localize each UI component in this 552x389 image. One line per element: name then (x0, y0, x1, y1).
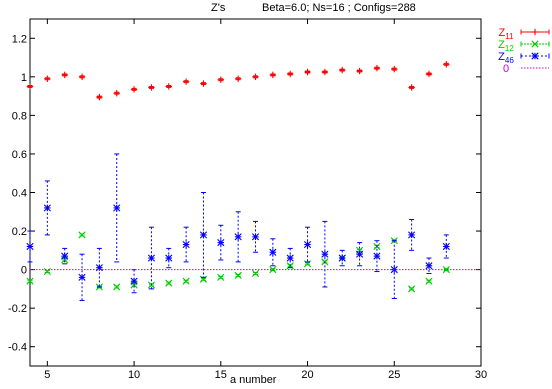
data-point (269, 71, 277, 79)
data-point (165, 83, 172, 90)
data-point (442, 266, 450, 274)
data-point (43, 204, 51, 212)
data-point (217, 76, 225, 83)
y-tick-label: -0.4 (8, 342, 27, 354)
data-point (408, 84, 415, 91)
data-point (338, 254, 346, 262)
data-point (425, 262, 433, 270)
data-point (130, 277, 138, 285)
data-point (165, 279, 173, 287)
data-point (78, 273, 86, 281)
data-point (269, 248, 277, 256)
data-point (26, 277, 34, 285)
y-tick-label: 0.4 (12, 188, 27, 200)
data-point (78, 231, 86, 239)
data-point (425, 277, 433, 285)
data-point (339, 66, 346, 74)
data-point (200, 80, 207, 87)
legend-marker (531, 52, 539, 60)
data-point (303, 240, 312, 249)
y-tick-label: 0.2 (12, 226, 27, 238)
data-point (113, 90, 120, 97)
data-point (217, 273, 225, 281)
series-z46 (26, 153, 450, 301)
data-point (199, 231, 208, 239)
y-tick-label: -0.2 (8, 303, 27, 315)
data-point (321, 68, 329, 76)
x-tick-label: 25 (388, 369, 400, 381)
y-tick-label: 0.8 (12, 110, 27, 122)
data-point (113, 283, 121, 291)
data-point (356, 67, 363, 75)
x-tick-label: 30 (475, 369, 487, 381)
data-point (442, 242, 450, 251)
chart-subtitle: Beta=6.0; Ns=16 ; Configs=288 (262, 2, 416, 14)
data-point (44, 75, 51, 82)
y-tick-label: 0 (21, 265, 27, 277)
data-point (165, 254, 173, 262)
legend-label: Z11 (498, 27, 514, 41)
data-point (182, 240, 190, 249)
data-point (234, 233, 242, 241)
data-point (234, 271, 242, 279)
data-point (443, 61, 450, 68)
data-point (251, 269, 260, 278)
y-tick-label: 0.6 (12, 149, 27, 161)
x-tick-label: 20 (301, 369, 313, 381)
data-point (373, 64, 381, 72)
data-point (147, 254, 156, 262)
data-point (252, 73, 259, 81)
legend-marker (531, 40, 539, 48)
data-point (130, 86, 138, 93)
data-point (61, 252, 69, 260)
y-tick-label: 1.2 (12, 33, 27, 45)
data-point (78, 73, 86, 81)
data-point (61, 71, 68, 79)
data-point (373, 252, 381, 260)
data-point (269, 266, 277, 274)
data-point (286, 254, 294, 262)
data-point (26, 242, 34, 251)
x-axis-label: a number (230, 374, 277, 386)
data-point (217, 239, 225, 247)
data-point (251, 233, 260, 241)
x-tick-label: 5 (44, 369, 50, 381)
x-tick-label: 15 (215, 369, 227, 381)
legend-label: Z46 (498, 51, 514, 65)
data-point (321, 250, 329, 258)
chart-title: Z's (211, 2, 226, 14)
data-point (182, 277, 190, 285)
legend-label: 0 (503, 63, 509, 75)
data-point (148, 84, 155, 91)
data-point (391, 65, 398, 73)
series-z11 (26, 61, 450, 101)
data-point (96, 93, 103, 101)
data-point (355, 250, 364, 258)
y-tick-label: 1 (21, 72, 27, 84)
data-point (408, 231, 416, 239)
data-point (113, 204, 121, 212)
data-point (425, 70, 433, 78)
plot-frame (29, 18, 482, 367)
data-point (286, 70, 294, 78)
legend-marker (531, 28, 539, 36)
data-point (234, 75, 242, 82)
data-point (26, 83, 34, 90)
data-point (304, 68, 311, 76)
data-point (408, 285, 416, 293)
legend-label: Z12 (498, 39, 514, 53)
data-point (182, 78, 190, 85)
x-tick-label: 10 (128, 369, 140, 381)
